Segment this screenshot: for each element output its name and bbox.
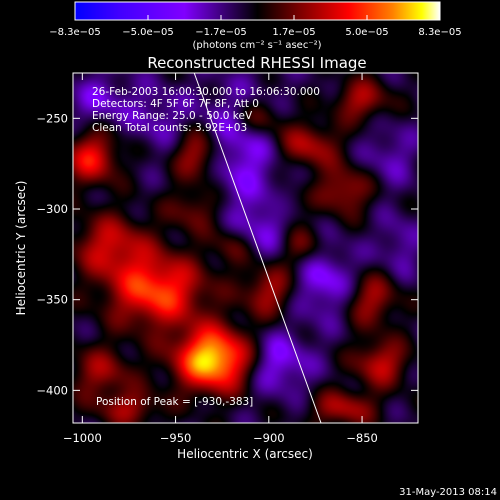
chart-title: Reconstructed RHESSI Image [147,54,366,72]
colorbar-tick-label: −5.0e−05 [122,27,174,38]
colorbar-tick-label: 8.3e−05 [418,27,461,38]
x-tick-label: −1000 [63,431,102,445]
y-tick-label: −300 [36,202,68,216]
solar-limb-line [193,73,322,423]
footer-date: 31-May-2013 08:14 [399,487,497,498]
colorbar [74,1,441,21]
x-axis-label: Heliocentric X (arcsec) [177,447,313,461]
colorbar-ticks: −8.3e−05 −5.0e−05 −1.7e−05 1.7e−05 5.0e−05 8.… [49,15,462,38]
annotation-energy: Energy Range: 25.0 - 50.0 keV [92,110,253,122]
annotation-time: 26-Feb-2003 16:00:30.000 to 16:06:30.000 [92,86,320,98]
colorbar-tick-label: −1.7e−05 [195,27,247,38]
x-tick-label: −950 [160,431,192,445]
x-tick-label: −900 [253,431,285,445]
heatmap-image [73,73,418,423]
colorbar-tick-label: −8.3e−05 [49,27,101,38]
y-axis-ticks: −400 −350 −300 −250 [36,111,418,397]
x-tick-label: −850 [346,431,378,445]
annotation-peak: Position of Peak = [-930,-383] [96,396,253,408]
y-axis-label: Heliocentric Y (arcsec) [14,181,28,316]
annotation-clean: Clean Total counts: 3.92E+03 [92,122,247,134]
x-axis-ticks: −1000 −950 −900 −850 [63,73,378,445]
colorbar-units: (photons cm⁻² s⁻¹ asec⁻²) [192,40,321,51]
y-tick-label: −250 [36,111,68,125]
y-tick-label: −350 [36,293,68,307]
plot-frame [72,72,419,424]
y-tick-label: −400 [36,383,68,397]
colorbar-tick-label: 1.7e−05 [272,27,315,38]
colorbar-tick-label: 5.0e−05 [345,27,388,38]
annotation-detectors: Detectors: 4F 5F 6F 7F 8F, Att 0 [92,98,259,110]
